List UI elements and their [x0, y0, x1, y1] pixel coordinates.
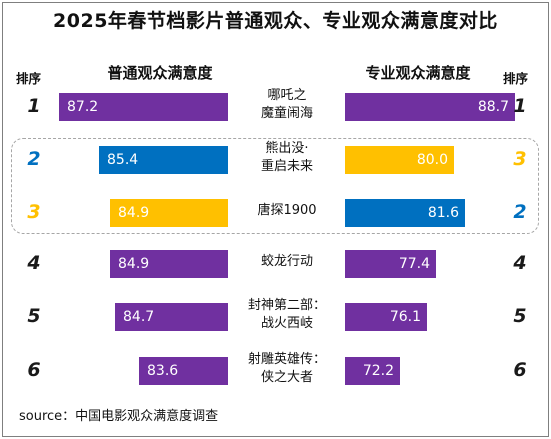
- pro-value-label: 80.0: [416, 152, 448, 168]
- general-value-label: 87.2: [67, 99, 99, 115]
- film-name-5: 封神第二部： 战火西岐: [227, 297, 347, 333]
- general-value-label: 83.6: [147, 363, 179, 379]
- general-audience-header: 普通观众满意度: [107, 64, 213, 82]
- pro-rank-4: 4: [513, 252, 527, 274]
- film-name-line: 重启未来: [260, 159, 313, 174]
- film-name-line: 蛟龙行动: [260, 254, 313, 269]
- film-name-line: 侠之大者: [260, 370, 313, 385]
- film-name-line: 哪吒之: [267, 88, 307, 103]
- film-name-4: 蛟龙行动: [227, 253, 347, 271]
- general-rank-5: 5: [27, 305, 41, 327]
- film-name-line: 战火西岐: [260, 316, 313, 331]
- chart-title: 2025年春节档影片普通观众、专业观众满意度对比: [53, 10, 498, 32]
- pro-value-label: 72.2: [362, 363, 394, 379]
- general-bar-4: 84.9: [110, 250, 228, 278]
- general-value-label: 84.7: [123, 309, 155, 325]
- pro-bar-3: 81.6: [345, 199, 465, 227]
- pro-value-label: 76.1: [389, 309, 421, 325]
- film-name-line: 魔童闹海: [260, 106, 313, 121]
- film-name-6: 射雕英雄传： 侠之大者: [227, 351, 347, 387]
- general-rank-6: 6: [27, 359, 41, 381]
- pro-value-label: 88.7: [477, 99, 509, 115]
- film-name-line: 熊出没·: [265, 141, 309, 156]
- pro-rank-2: 3: [513, 148, 527, 170]
- film-name-3: 唐探1900: [227, 202, 347, 220]
- pro-rank-5: 5: [513, 305, 527, 327]
- pro-rank-6: 6: [513, 359, 527, 381]
- general-bar-3: 84.9: [110, 199, 228, 227]
- pro-audience-header: 专业观众满意度: [365, 64, 471, 82]
- general-value-label: 84.9: [118, 205, 150, 221]
- general-bar-6: 83.6: [139, 357, 228, 385]
- left-rank-header: 排序: [16, 71, 42, 86]
- source-note: source：中国电影观众满意度调查: [19, 409, 219, 424]
- pro-bar-6: 72.2: [345, 357, 400, 385]
- pro-value-label: 77.4: [398, 256, 430, 272]
- pro-rank-1: 1: [513, 95, 527, 117]
- general-value-label: 84.9: [118, 256, 150, 272]
- film-name-2: 熊出没· 重启未来: [227, 140, 347, 176]
- pro-rank-3: 2: [513, 201, 527, 223]
- right-rank-header: 排序: [503, 71, 529, 86]
- general-rank-4: 4: [27, 252, 41, 274]
- pro-bar-5: 76.1: [345, 303, 427, 331]
- general-rank-2: 2: [27, 148, 41, 170]
- general-bar-2: 85.4: [99, 146, 228, 174]
- general-bar-1: 87.2: [59, 93, 228, 121]
- pro-bar-4: 77.4: [345, 250, 436, 278]
- general-bar-5: 84.7: [115, 303, 228, 331]
- film-name-line: 封神第二部：: [247, 298, 326, 313]
- pro-value-label: 81.6: [427, 205, 459, 221]
- general-rank-1: 1: [27, 95, 41, 117]
- general-rank-3: 3: [27, 201, 41, 223]
- pro-bar-1: 88.7: [345, 93, 515, 121]
- film-name-line: 唐探1900: [257, 203, 317, 218]
- film-name-line: 射雕英雄传：: [247, 352, 326, 367]
- general-value-label: 85.4: [107, 152, 139, 168]
- film-name-1: 哪吒之 魔童闹海: [227, 87, 347, 123]
- pro-bar-2: 80.0: [345, 146, 454, 174]
- highlight-box: [11, 138, 539, 234]
